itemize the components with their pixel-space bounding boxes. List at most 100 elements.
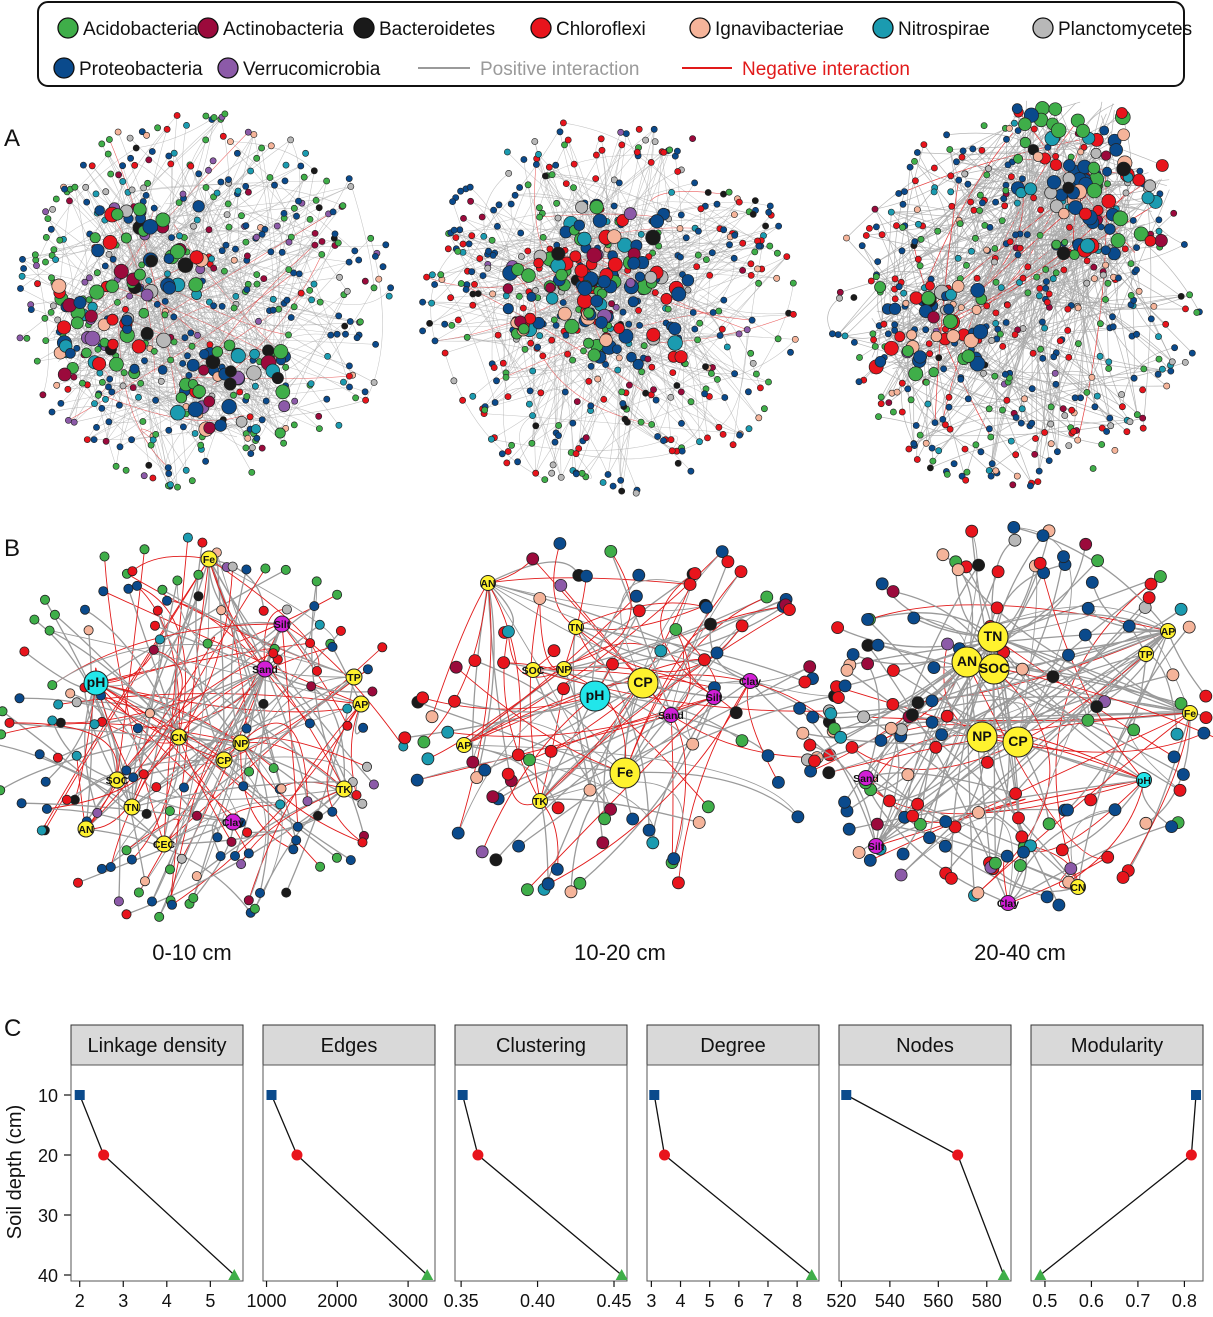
network-node [104, 150, 112, 158]
network-node [318, 238, 326, 245]
network-hub-node [649, 214, 665, 229]
microbe-node [241, 564, 252, 575]
network-hub-node [94, 205, 105, 216]
network-node [514, 458, 521, 466]
network-node [232, 245, 239, 253]
env-node-cp-2 [627, 667, 659, 699]
network-node [749, 210, 757, 218]
network-node [977, 191, 984, 199]
network-hub-node [70, 316, 84, 330]
env-node-soc-3 [978, 653, 1010, 685]
network-node [248, 444, 256, 452]
network-node [1051, 369, 1059, 377]
network-node [1167, 367, 1175, 375]
x-tick-label: 8 [792, 1291, 802, 1311]
network-node [526, 387, 534, 395]
network-node [545, 163, 553, 171]
network-node [362, 396, 369, 404]
network-node [673, 382, 681, 389]
network-node [715, 423, 723, 431]
legend-label-bacteroidetes: Bacteroidetes [379, 19, 495, 40]
network-edge [221, 250, 257, 355]
network-node [244, 434, 252, 442]
network-edge [492, 300, 585, 365]
network-node [98, 404, 106, 412]
facet-plot-linkage-density [70, 1064, 244, 1282]
network-node [1071, 394, 1079, 402]
network-node [79, 379, 86, 387]
network-node [555, 432, 562, 439]
network-hub-node [1019, 136, 1031, 149]
microbe-node [351, 790, 362, 801]
network-node [1162, 320, 1170, 328]
env-node-cp-3 [1002, 726, 1034, 758]
network-node [107, 170, 115, 178]
network-node [754, 265, 761, 273]
network-node [183, 122, 190, 129]
microbe-node [276, 783, 287, 794]
network-hub-node [91, 243, 105, 258]
positive-edge [532, 669, 612, 810]
network-edge [169, 164, 191, 241]
network-edge [975, 116, 1036, 306]
network-node [1036, 284, 1044, 292]
positive-edge [875, 597, 1150, 847]
positive-edge [875, 808, 1065, 847]
network-hub-node [192, 384, 206, 399]
network-edge [966, 661, 1108, 859]
network-node [957, 375, 965, 383]
network-node [572, 450, 580, 458]
network-edge [470, 186, 517, 339]
env-node-clay-1 [224, 813, 242, 831]
microbe-node [990, 601, 1004, 615]
network-node [1121, 245, 1129, 253]
network-node [542, 172, 549, 180]
network-node [907, 396, 915, 404]
network-node [578, 469, 586, 477]
network-node [441, 320, 449, 328]
network-node [1006, 124, 1013, 132]
positive-edge [830, 630, 1169, 715]
network-node [361, 277, 369, 285]
negative-edge [457, 582, 492, 834]
network-node [560, 119, 567, 127]
network-node [31, 251, 39, 259]
network-node [191, 430, 199, 437]
network-node [1017, 419, 1025, 427]
microbe-node [583, 783, 597, 797]
network-node [1106, 414, 1114, 422]
legend-negative-label: Negative interaction [742, 59, 910, 80]
microbe-node [49, 609, 60, 620]
network-node [704, 434, 711, 442]
network-node [871, 343, 879, 350]
network-node [648, 363, 656, 371]
network-node [282, 161, 290, 169]
network-hub-node [106, 313, 119, 326]
network-node [992, 198, 999, 206]
point-triangle [805, 1269, 818, 1280]
network-hub-node [230, 348, 246, 364]
network-node [694, 336, 701, 344]
network-edge [979, 210, 1066, 416]
microbe-node [938, 839, 952, 853]
network-node [988, 337, 996, 344]
microbe-node [981, 756, 994, 769]
microbe-node [1199, 711, 1213, 724]
x-tick-label: 0.7 [1125, 1291, 1150, 1311]
network-node [619, 400, 627, 407]
network-node [957, 304, 965, 311]
env-label-fe-2: Fe [617, 764, 634, 780]
network-node [152, 430, 160, 438]
network-edge [85, 187, 135, 379]
network-node [205, 298, 213, 306]
network-node [310, 167, 318, 175]
network-node [730, 254, 738, 262]
microbe-node [258, 698, 269, 709]
network-edge [876, 271, 951, 282]
network-edge [582, 224, 735, 374]
network-node [145, 461, 153, 469]
network-node [593, 151, 600, 159]
network-node [456, 226, 464, 234]
microbe-node [478, 763, 492, 777]
network-node [877, 400, 885, 408]
